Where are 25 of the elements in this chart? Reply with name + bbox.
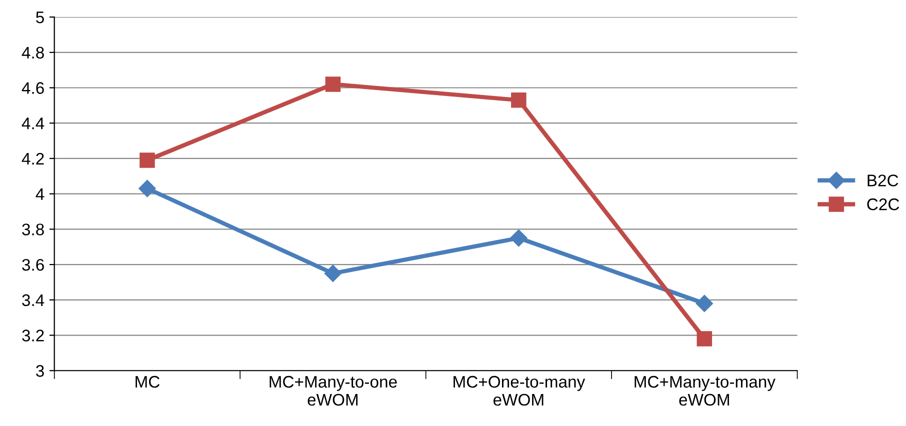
y-tick-label: 4 bbox=[36, 188, 44, 200]
y-tick-label: 3.4 bbox=[22, 294, 44, 306]
legend-label: C2C bbox=[867, 198, 900, 210]
x-tick-label: MC+Many-to-many eWOM bbox=[634, 376, 776, 406]
point bbox=[138, 180, 156, 198]
x-tick-label: MC+Many-to-one eWOM bbox=[270, 376, 397, 406]
y-tick-label: 4.6 bbox=[22, 82, 44, 94]
x-tick-label: MC bbox=[136, 376, 160, 388]
y-tick-label: 3.2 bbox=[22, 330, 44, 342]
point bbox=[325, 76, 341, 92]
point bbox=[511, 92, 526, 108]
x-tick-label: MC+One-to-many eWOM bbox=[454, 376, 586, 406]
point bbox=[324, 264, 342, 282]
y-tick-label: 4.8 bbox=[22, 46, 44, 59]
point bbox=[696, 294, 713, 312]
y-tick-label: 5 bbox=[36, 12, 44, 24]
point bbox=[696, 331, 712, 346]
point bbox=[510, 229, 528, 247]
y-tick-label: 3 bbox=[36, 365, 44, 377]
y-tick-label: 3.8 bbox=[22, 224, 44, 236]
y-tick-label: 3.6 bbox=[22, 258, 44, 271]
point bbox=[140, 152, 155, 168]
legend-label: B2C bbox=[868, 174, 898, 186]
y-tick-label: 4.4 bbox=[22, 118, 44, 130]
y-tick-label: 4.2 bbox=[22, 152, 44, 165]
